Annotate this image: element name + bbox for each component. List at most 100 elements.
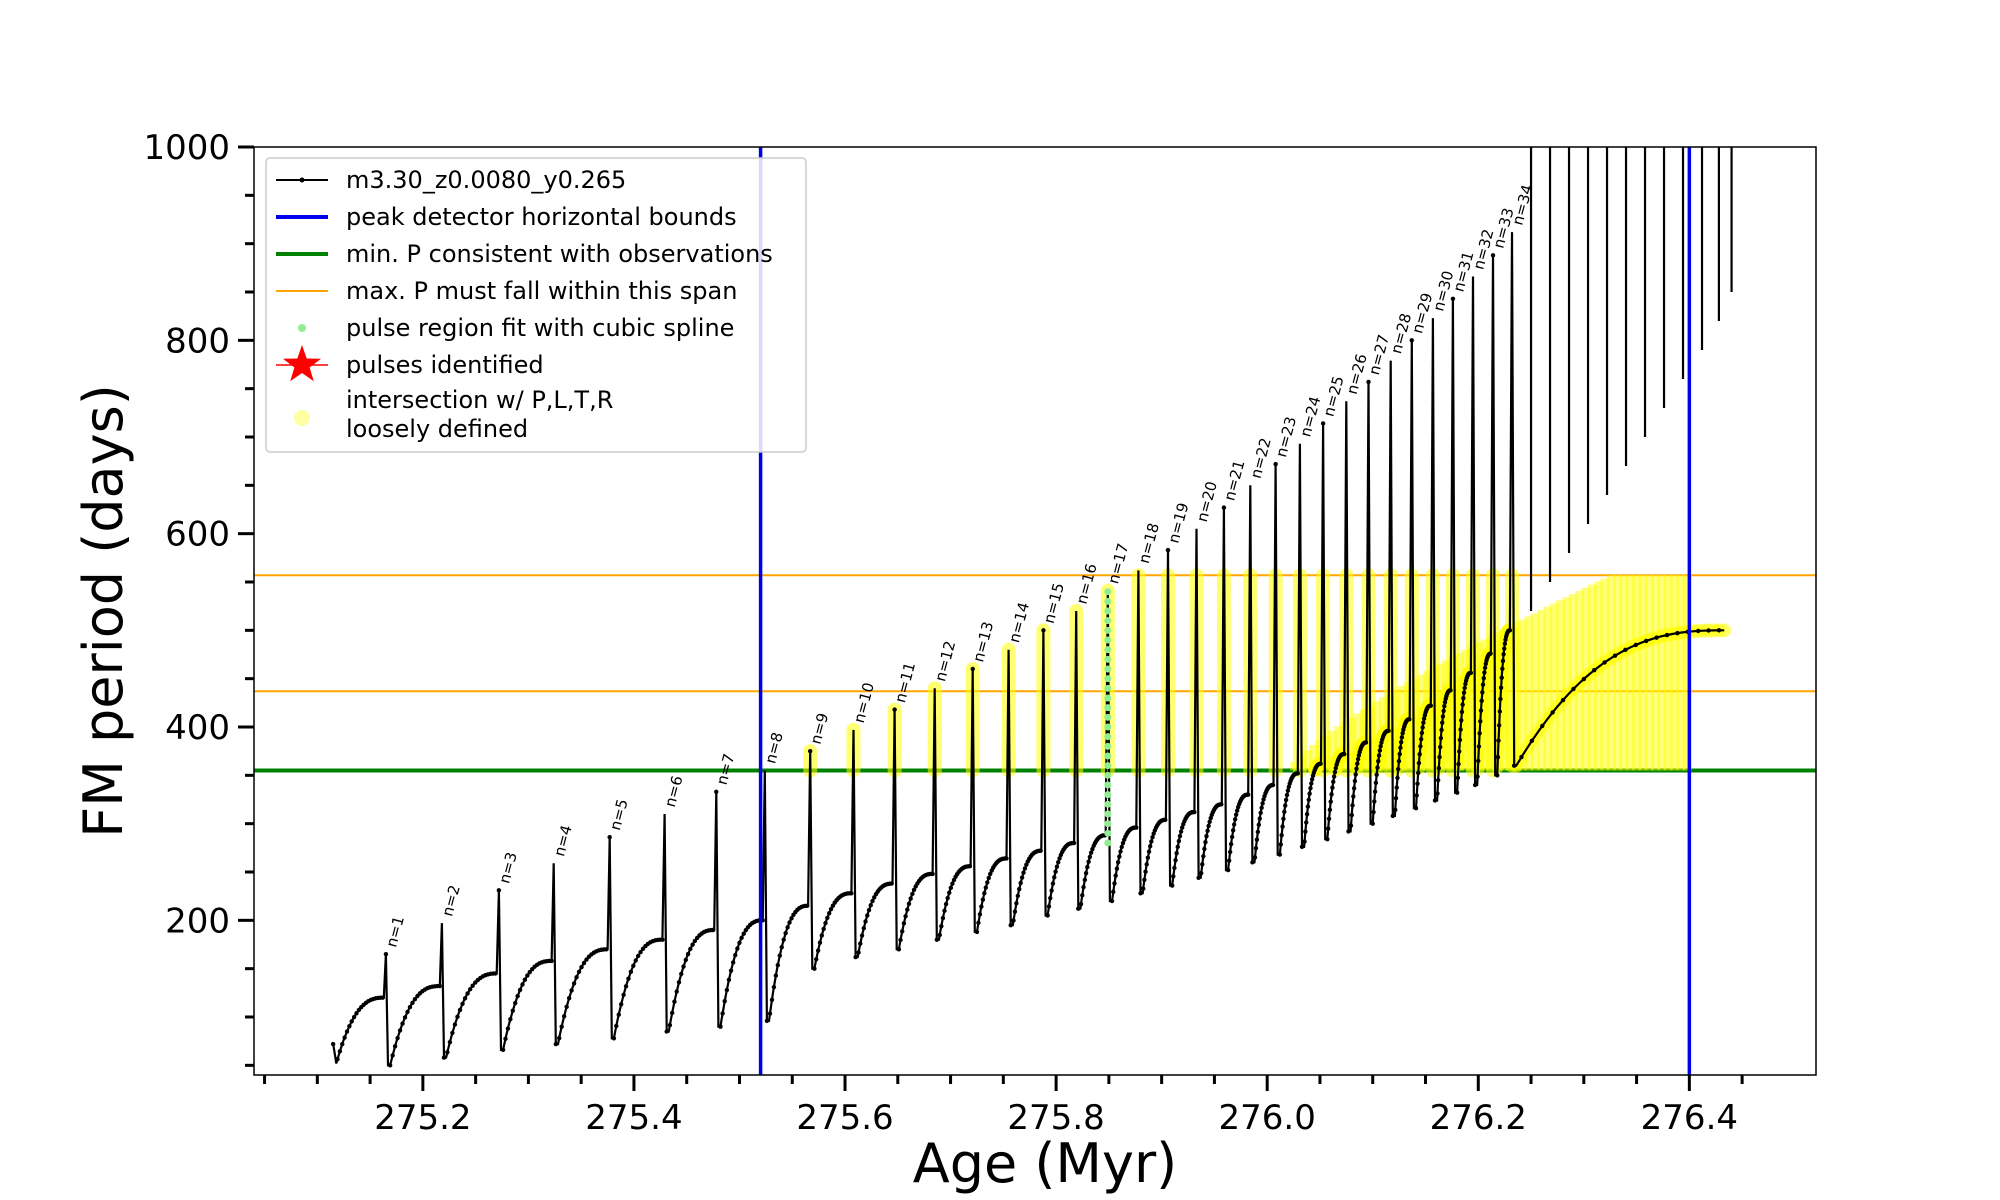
- series-point: [1488, 651, 1493, 656]
- pulse-label: n=8: [761, 730, 787, 765]
- series-point: [889, 881, 894, 886]
- series-point: [1149, 839, 1154, 844]
- series-point: [1351, 786, 1357, 791]
- series-point: [1394, 785, 1399, 790]
- series-point: [1349, 812, 1354, 818]
- pulse-label: n=15: [1040, 581, 1068, 625]
- series-point: [1475, 774, 1480, 779]
- spline-point: [1104, 742, 1112, 750]
- y-tick-label: 400: [165, 708, 230, 748]
- series-point: [1376, 758, 1381, 764]
- series-point: [441, 1055, 447, 1060]
- series-point: [566, 995, 572, 1001]
- series-point: [1439, 727, 1444, 733]
- series-point: [1450, 296, 1456, 301]
- series-point: [1142, 877, 1147, 882]
- series-point: [564, 1004, 569, 1009]
- period-series: [330, 147, 1733, 1068]
- series-point: [1454, 790, 1460, 795]
- series-point: [1258, 810, 1263, 816]
- pulse-label: n=13: [969, 620, 997, 664]
- series-point: [1459, 709, 1465, 715]
- series-point: [1255, 829, 1261, 835]
- series-point: [1143, 869, 1148, 874]
- pulse-label: n=26: [1343, 352, 1371, 396]
- series-point: [1052, 875, 1057, 880]
- series-point: [1234, 808, 1240, 813]
- series-point: [1502, 641, 1508, 646]
- series-point: [581, 960, 587, 966]
- series-point: [1497, 709, 1503, 714]
- series-point: [1283, 797, 1289, 803]
- series-point: [781, 937, 786, 942]
- spline-point: [1104, 781, 1112, 789]
- series-point: [1076, 906, 1081, 911]
- series-point: [1277, 852, 1283, 857]
- series-point: [1623, 647, 1628, 653]
- series-point: [556, 1035, 562, 1041]
- pulse-label: n=5: [606, 797, 632, 832]
- series-point: [618, 1002, 624, 1007]
- series-point: [892, 707, 897, 712]
- series-point: [1256, 822, 1261, 828]
- cubic-spline-region: [1104, 588, 1112, 847]
- series-point: [720, 1011, 725, 1016]
- series-point: [896, 947, 902, 952]
- series-point: [1415, 781, 1420, 786]
- series-point: [1086, 859, 1091, 864]
- series-point: [1327, 807, 1333, 813]
- series-point: [380, 995, 385, 1000]
- series-point: [1348, 823, 1354, 828]
- series-point: [977, 912, 983, 917]
- series-point: [342, 1035, 347, 1040]
- series-point: [1409, 338, 1414, 343]
- series-point: [1399, 735, 1405, 740]
- series-point: [674, 989, 679, 994]
- pulse-label: n=9: [807, 711, 833, 746]
- series-point: [1612, 653, 1618, 658]
- series-point: [574, 975, 579, 980]
- series-point: [1056, 860, 1061, 865]
- series-point: [1019, 875, 1025, 880]
- series-point: [1144, 862, 1149, 867]
- series-point: [1328, 799, 1333, 804]
- series-point: [1390, 813, 1395, 819]
- series-point: [1206, 823, 1211, 829]
- series-point: [1282, 809, 1287, 815]
- spline-point: [1104, 626, 1112, 634]
- series-point: [335, 1057, 340, 1062]
- series-point: [967, 864, 973, 869]
- series-point: [1333, 765, 1338, 771]
- series-point: [1283, 803, 1288, 808]
- series-point: [508, 1017, 513, 1022]
- series-point: [1078, 901, 1084, 907]
- series-point: [1472, 782, 1478, 788]
- series-point: [688, 946, 693, 952]
- series-point: [462, 996, 468, 1001]
- series-point: [1329, 792, 1334, 797]
- series-point: [900, 929, 905, 934]
- series-point: [934, 937, 940, 942]
- series-point: [1173, 858, 1178, 863]
- series-point: [930, 871, 935, 877]
- series-point: [455, 1014, 460, 1020]
- series-point: [779, 945, 784, 950]
- series-point: [1012, 909, 1018, 914]
- series-point: [1175, 844, 1180, 850]
- series-point: [1295, 771, 1300, 776]
- spline-point: [1104, 820, 1112, 828]
- spline-point: [1104, 839, 1112, 847]
- series-point: [1581, 676, 1587, 682]
- series-point: [1018, 880, 1023, 886]
- series-point: [685, 951, 691, 957]
- series-point: [1476, 758, 1481, 764]
- series-point: [1499, 675, 1504, 680]
- legend-label: m3.30_z0.0080_y0.265: [346, 166, 626, 194]
- series-point: [903, 913, 908, 919]
- series-point: [1177, 833, 1183, 839]
- series-point: [1228, 841, 1234, 847]
- series-point: [1400, 731, 1405, 736]
- series-point: [940, 915, 946, 921]
- series-point: [1205, 828, 1210, 833]
- series-point: [817, 940, 823, 945]
